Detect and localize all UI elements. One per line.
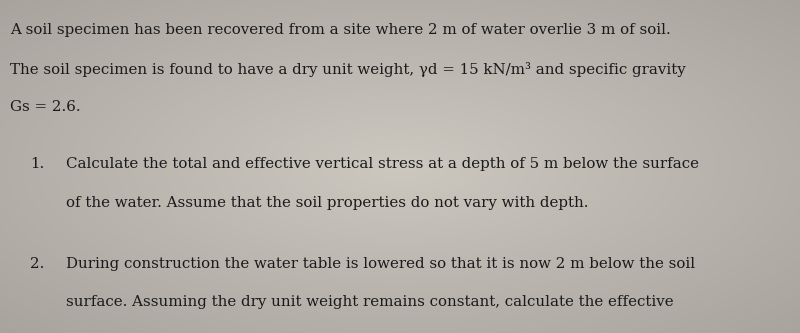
Text: 2.: 2. <box>30 257 45 271</box>
Text: The soil specimen is found to have a dry unit weight, γd = 15 kN/m³ and specific: The soil specimen is found to have a dry… <box>10 62 686 77</box>
Text: During construction the water table is lowered so that it is now 2 m below the s: During construction the water table is l… <box>66 257 694 271</box>
Text: of the water. Assume that the soil properties do not vary with depth.: of the water. Assume that the soil prope… <box>66 195 588 210</box>
Text: Gs = 2.6.: Gs = 2.6. <box>10 100 80 114</box>
Text: A soil specimen has been recovered from a site where 2 m of water overlie 3 m of: A soil specimen has been recovered from … <box>10 23 670 37</box>
Text: 1.: 1. <box>30 157 45 171</box>
Text: surface. Assuming the dry unit weight remains constant, calculate the effective: surface. Assuming the dry unit weight re… <box>66 295 674 309</box>
Text: Calculate the total and effective vertical stress at a depth of 5 m below the su: Calculate the total and effective vertic… <box>66 157 698 171</box>
